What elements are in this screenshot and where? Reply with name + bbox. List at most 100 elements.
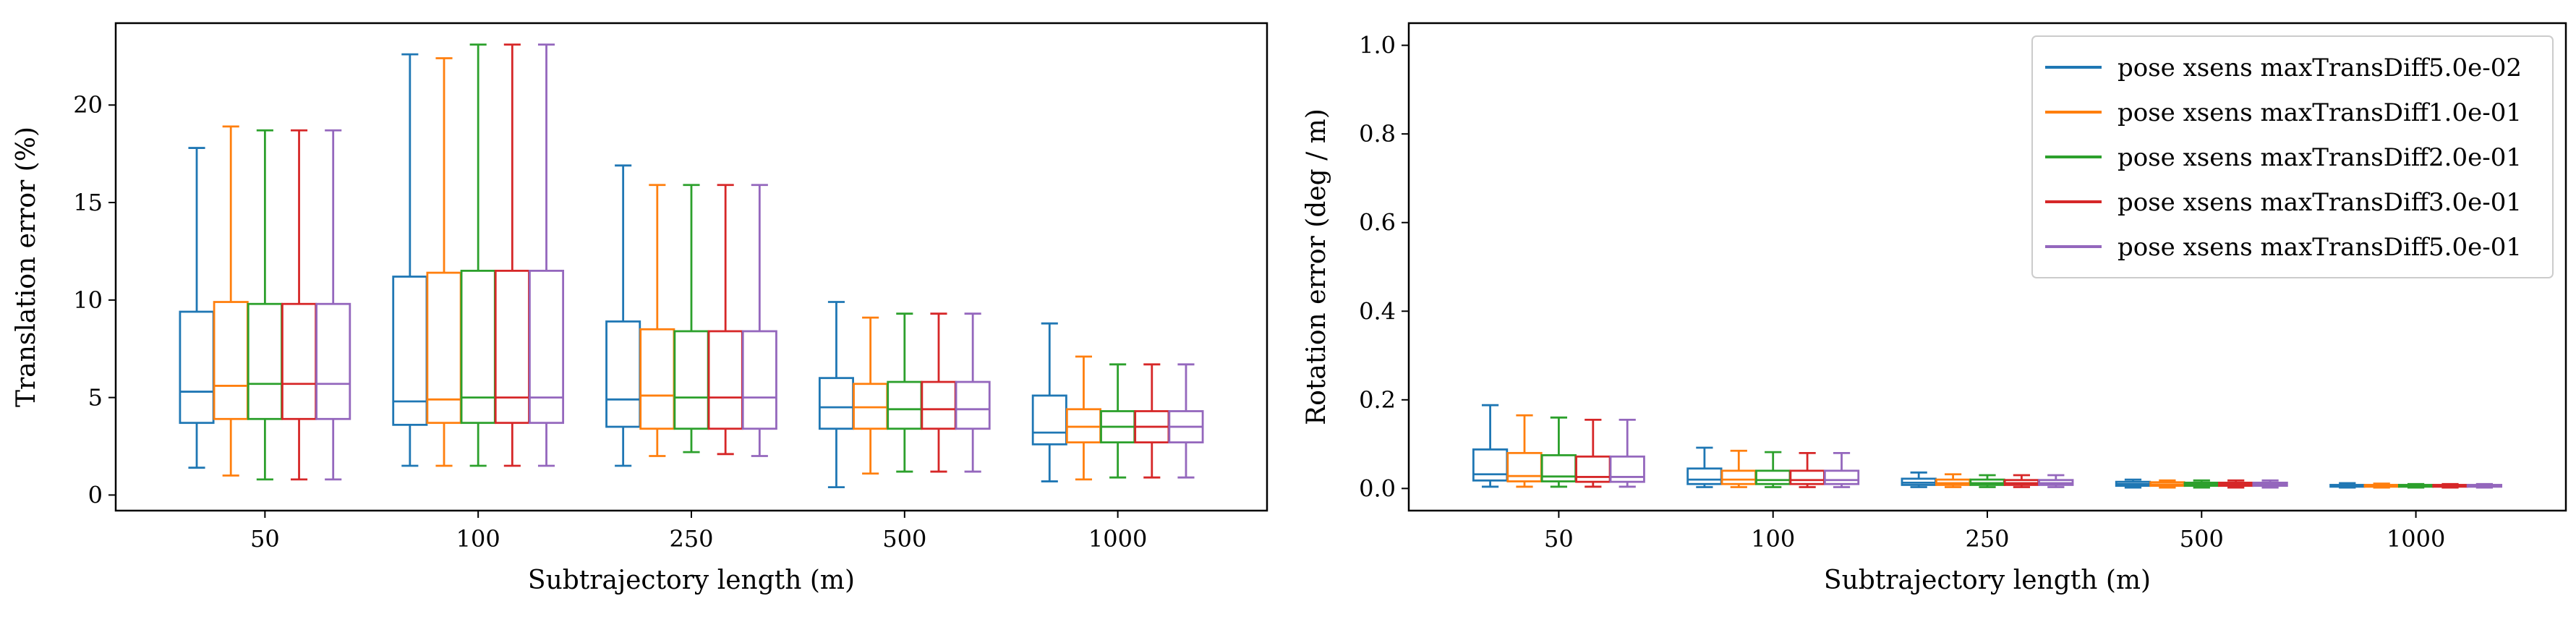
iqr-box [921, 380, 957, 430]
box-1-500 [2115, 478, 2151, 489]
iqr-box [179, 310, 215, 425]
x-tick-label: 100 [456, 525, 500, 553]
box-5-250 [2038, 474, 2074, 488]
box-5-50 [315, 129, 351, 481]
box-2-100 [426, 57, 462, 467]
box-1-50 [179, 147, 215, 469]
box-2-1000 [2363, 482, 2400, 489]
iqr-box [529, 269, 565, 425]
box-1-100 [392, 53, 428, 467]
box-4-500 [2218, 479, 2254, 489]
box-3-50 [1540, 416, 1577, 488]
box-2-1000 [1065, 355, 1101, 481]
iqr-box [1720, 469, 1757, 485]
box-2-250 [639, 184, 675, 457]
x-tick-label: 1000 [1088, 525, 1147, 553]
iqr-box [1823, 469, 1860, 485]
iqr-box [1609, 455, 1645, 483]
iqr-box [213, 301, 249, 420]
iqr-box [707, 330, 743, 430]
box-4-1000 [1134, 363, 1170, 479]
box-3-1000 [2397, 482, 2434, 489]
box-3-100 [1755, 451, 1791, 488]
box-2-100 [1720, 449, 1757, 488]
box-4-250 [2003, 474, 2040, 488]
iqr-box [639, 328, 675, 430]
legend-label-3: pose xsens maxTransDiff2.0e-01 [2117, 143, 2522, 172]
legend-label-4: pose xsens maxTransDiff3.0e-01 [2117, 188, 2522, 217]
x-tick-label: 100 [1751, 525, 1795, 553]
box-2-250 [1935, 473, 1971, 488]
iqr-box [1575, 455, 1611, 483]
y-tick-label: 10 [73, 286, 103, 314]
box-5-500 [2252, 479, 2288, 489]
box-2-500 [2149, 479, 2185, 489]
y-tick-label: 0.8 [1359, 120, 1396, 148]
iqr-box [281, 302, 317, 420]
x-axis-label: Subtrajectory length (m) [1824, 566, 2151, 595]
iqr-box [887, 380, 923, 430]
box-1-250 [605, 164, 641, 467]
box-1-250 [1901, 471, 1937, 488]
x-tick-label: 50 [250, 525, 280, 553]
iqr-box [955, 380, 991, 430]
iqr-box [1506, 451, 1543, 482]
box-1-500 [818, 301, 854, 489]
box-5-1000 [2466, 482, 2503, 489]
legend-frame [2031, 35, 2554, 278]
box-4-50 [281, 129, 317, 481]
box-1-1000 [1031, 322, 1067, 482]
y-axis-label: Translation error (%) [12, 127, 41, 407]
box-5-100 [529, 43, 565, 467]
box-4-500 [921, 312, 957, 473]
iqr-box [315, 302, 351, 420]
iqr-box [1789, 469, 1825, 485]
box-2-500 [853, 316, 889, 475]
legend-label-1: pose xsens maxTransDiff5.0e-02 [2117, 54, 2522, 82]
x-tick-label: 500 [882, 525, 926, 553]
translation-error-panel: 0 5 10 15 20 50 100 250 500 1000 Subtrajectory len… [12, 22, 1268, 595]
iqr-box [247, 302, 283, 420]
box-1-100 [1686, 446, 1723, 488]
x-tick-label: 1000 [2387, 525, 2445, 553]
box-1-50 [1472, 404, 1509, 488]
iqr-box [818, 377, 854, 430]
box-5-50 [1609, 418, 1645, 488]
rotation-error-panel: 0.0 0.2 0.4 0.6 0.8 1.0 50 100 250 500 1000 Subtraj… [1302, 22, 2567, 595]
box-4-1000 [2432, 482, 2468, 489]
box-5-500 [955, 312, 991, 473]
legend: pose xsens maxTransDiff5.0e-02 pose xsens… [2031, 35, 2554, 278]
x-tick-label: 500 [2180, 525, 2224, 553]
iqr-box [494, 269, 530, 425]
x-tick-label: 50 [1544, 525, 1574, 553]
y-tick-label: 0 [88, 481, 103, 508]
box-3-500 [2183, 479, 2219, 489]
box-3-100 [460, 43, 496, 467]
iqr-box [460, 269, 496, 425]
box-5-1000 [1168, 363, 1204, 479]
y-tick-label: 0.4 [1359, 297, 1396, 325]
y-tick-label: 5 [88, 384, 103, 412]
y-tick-label: 0.0 [1359, 474, 1396, 502]
box-3-250 [1969, 474, 2005, 488]
iqr-box [1686, 467, 1723, 485]
box-3-50 [247, 129, 283, 481]
y-axis-label: Rotation error (deg / m) [1302, 108, 1331, 425]
y-tick-label: 20 [73, 91, 103, 119]
iqr-box [1031, 394, 1067, 446]
iqr-box [392, 276, 428, 426]
x-tick-label: 250 [669, 525, 713, 553]
iqr-box [605, 320, 641, 428]
iqr-box [741, 330, 777, 430]
box-1-1000 [2329, 482, 2366, 489]
iqr-box [1472, 448, 1509, 482]
y-tick-label: 0.6 [1359, 209, 1396, 237]
legend-label-2: pose xsens maxTransDiff1.0e-01 [2117, 98, 2522, 127]
box-4-250 [707, 184, 743, 456]
y-tick-label: 0.2 [1359, 386, 1396, 414]
box-5-250 [741, 184, 777, 457]
legend-label-5: pose xsens maxTransDiff5.0e-01 [2117, 233, 2522, 262]
iqr-box [673, 330, 709, 430]
box-4-50 [1575, 418, 1611, 488]
